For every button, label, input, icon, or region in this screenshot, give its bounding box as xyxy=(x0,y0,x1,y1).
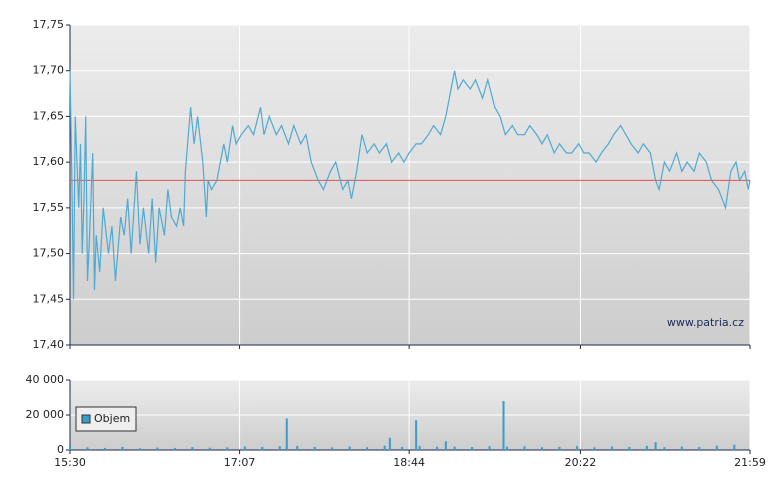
volume-bar xyxy=(156,447,159,450)
volume-bar xyxy=(173,447,176,450)
x-tick-label: 15:30 xyxy=(54,456,86,469)
y-tick-label: 17,75 xyxy=(33,18,65,31)
y-tick-label: 17,70 xyxy=(33,64,65,77)
volume-bar xyxy=(103,447,106,450)
volume-bar xyxy=(523,446,526,450)
volume-bar xyxy=(191,447,194,450)
volume-bar xyxy=(138,448,141,450)
volume-bar xyxy=(698,447,701,450)
volume-bar xyxy=(628,446,631,450)
x-tick-label: 18:44 xyxy=(393,456,425,469)
volume-bar xyxy=(366,447,369,450)
x-tick-label: 21:59 xyxy=(734,456,766,469)
volume-bar xyxy=(285,418,288,450)
volume-bar xyxy=(121,446,124,450)
y-tick-label: 17,45 xyxy=(33,292,65,305)
legend-swatch xyxy=(81,414,91,424)
x-tick-label: 20:22 xyxy=(565,456,597,469)
volume-bar xyxy=(575,446,578,450)
volume-bar xyxy=(645,445,648,450)
y-tick-label: 17,65 xyxy=(33,109,65,122)
y-tick-label: 40 000 xyxy=(26,373,65,386)
volume-bar xyxy=(453,446,456,450)
volume-bar xyxy=(680,446,683,450)
volume-bar xyxy=(69,445,71,450)
volume-bar xyxy=(415,420,418,450)
volume-bar xyxy=(243,446,246,450)
volume-bar xyxy=(558,446,561,450)
volume-bar xyxy=(471,447,474,450)
volume-bar xyxy=(296,445,299,450)
volume-bar xyxy=(418,446,421,450)
volume-bar xyxy=(383,445,386,450)
volume-bar xyxy=(313,446,316,450)
y-tick-label: 17,50 xyxy=(33,247,65,260)
watermark: www.patria.cz xyxy=(667,316,744,329)
volume-bar xyxy=(610,446,613,450)
volume-bar xyxy=(502,401,505,450)
y-tick-label: 17,60 xyxy=(33,155,65,168)
volume-bar xyxy=(663,447,666,450)
volume-bar xyxy=(401,446,404,450)
volume-bar xyxy=(593,447,596,450)
legend-label: Objem xyxy=(94,412,130,425)
volume-bar xyxy=(208,447,211,450)
volume-bar xyxy=(444,441,447,450)
volume-bar xyxy=(436,446,439,450)
y-tick-label: 0 xyxy=(57,443,64,456)
volume-bar xyxy=(261,446,264,450)
x-tick-label: 17:07 xyxy=(224,456,256,469)
volume-bar xyxy=(715,445,718,450)
volume-bar xyxy=(226,447,229,450)
volume-bar xyxy=(278,446,281,450)
volume-bar xyxy=(388,437,391,450)
volume-bar xyxy=(331,447,334,450)
y-tick-label: 17,40 xyxy=(33,338,65,351)
price-line xyxy=(69,70,751,300)
volume-bar xyxy=(348,446,351,450)
y-tick-label: 17,55 xyxy=(33,201,65,214)
volume-bar xyxy=(654,442,657,450)
volume-bar xyxy=(506,446,509,450)
volume-bar xyxy=(540,447,543,450)
y-tick-label: 20 000 xyxy=(26,408,65,421)
price-plot-area xyxy=(70,25,750,345)
volume-bar xyxy=(86,447,89,450)
volume-bar xyxy=(733,444,736,450)
volume-bar xyxy=(488,446,491,450)
